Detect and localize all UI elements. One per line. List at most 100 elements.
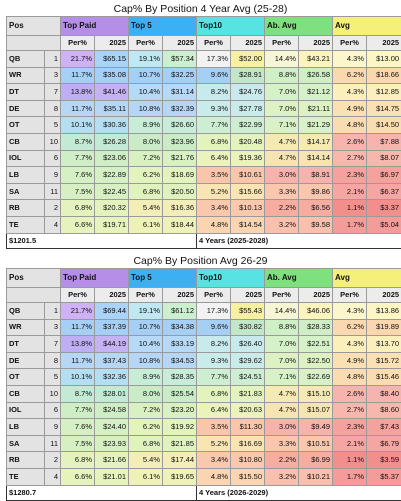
- percent-cell: 5.2%: [197, 183, 231, 200]
- percent-cell: 17.3%: [197, 51, 231, 68]
- percent-cell: 7.6%: [61, 167, 95, 184]
- percent-cell: 7.0%: [265, 84, 299, 101]
- amount-cell: $20.48: [231, 133, 265, 150]
- table-title: Cap% By Position Avg 26-29: [6, 254, 395, 268]
- percent-cell: 4.9%: [333, 352, 367, 369]
- percent-cell: 4.8%: [333, 369, 367, 386]
- per-header: Per%: [197, 288, 231, 303]
- percent-cell: 10.4%: [129, 84, 163, 101]
- percent-cell: 3.2%: [265, 216, 299, 233]
- position-cell: SA: [7, 435, 45, 452]
- percent-cell: 9.3%: [197, 100, 231, 117]
- amount-cell: $11.30: [231, 419, 265, 436]
- percent-cell: 7.0%: [265, 336, 299, 353]
- percent-cell: 7.7%: [61, 402, 95, 419]
- position-cell: QB: [7, 303, 45, 320]
- percent-cell: 5.4%: [129, 200, 163, 217]
- year-header: 2025: [231, 36, 265, 51]
- amount-cell: $8.07: [367, 150, 401, 167]
- rank-cell: 8: [45, 352, 61, 369]
- amount-cell: $19.65: [163, 468, 197, 485]
- amount-cell: $27.78: [231, 100, 265, 117]
- percent-cell: 7.1%: [265, 369, 299, 386]
- percent-cell: 8.8%: [265, 67, 299, 84]
- amount-cell: $13.00: [367, 51, 401, 68]
- percent-cell: 4.3%: [333, 303, 367, 320]
- amount-cell: $14.17: [299, 133, 333, 150]
- percent-cell: 8.7%: [61, 133, 95, 150]
- amount-cell: $3.37: [367, 200, 401, 217]
- percent-cell: 4.8%: [197, 216, 231, 233]
- amount-cell: $37.39: [95, 319, 129, 336]
- per-header: Per%: [265, 36, 299, 51]
- year-header: 2025: [367, 36, 401, 51]
- percent-cell: 14.4%: [265, 51, 299, 68]
- amount-cell: $57.34: [163, 51, 197, 68]
- position-cell: WR: [7, 319, 45, 336]
- amount-cell: $16.36: [163, 200, 197, 217]
- percent-cell: 6.6%: [61, 468, 95, 485]
- amount-cell: $22.45: [95, 183, 129, 200]
- percent-cell: 2.2%: [265, 452, 299, 469]
- rank-cell: 5: [45, 369, 61, 386]
- amount-cell: $10.51: [299, 435, 333, 452]
- percent-cell: 8.7%: [61, 385, 95, 402]
- amount-cell: $69.44: [95, 303, 129, 320]
- percent-cell: 6.2%: [333, 67, 367, 84]
- rank-cell: 4: [45, 468, 61, 485]
- percent-cell: 8.0%: [129, 133, 163, 150]
- amount-cell: $6.79: [367, 435, 401, 452]
- year-header: 2025: [163, 36, 197, 51]
- amount-cell: $26.60: [163, 117, 197, 134]
- position-cell: QB: [7, 51, 45, 68]
- percent-cell: 10.1%: [61, 369, 95, 386]
- percent-cell: 3.0%: [265, 167, 299, 184]
- group-header: Ab. Avg: [265, 269, 333, 288]
- percent-cell: 2.1%: [333, 435, 367, 452]
- percent-cell: 3.4%: [197, 200, 231, 217]
- amount-cell: $32.39: [163, 100, 197, 117]
- percent-cell: 19.1%: [129, 51, 163, 68]
- group-header: Top 5: [129, 269, 197, 288]
- position-cell: DT: [7, 336, 45, 353]
- amount-cell: $21.66: [95, 452, 129, 469]
- percent-cell: 4.3%: [333, 84, 367, 101]
- position-cell: DE: [7, 352, 45, 369]
- amount-cell: $34.38: [163, 319, 197, 336]
- rank-cell: 9: [45, 167, 61, 184]
- amount-cell: $14.14: [299, 150, 333, 167]
- amount-cell: $34.53: [163, 352, 197, 369]
- percent-cell: 4.9%: [333, 100, 367, 117]
- percent-cell: 9.6%: [197, 319, 231, 336]
- amount-cell: $16.69: [231, 435, 265, 452]
- amount-cell: $19.89: [367, 319, 401, 336]
- percent-cell: 6.8%: [129, 435, 163, 452]
- position-cell: LB: [7, 419, 45, 436]
- percent-cell: 2.7%: [333, 402, 367, 419]
- amount-cell: $41.46: [95, 84, 129, 101]
- amount-cell: $26.28: [95, 133, 129, 150]
- amount-cell: $15.66: [231, 183, 265, 200]
- percent-cell: 8.2%: [197, 84, 231, 101]
- percent-cell: 7.7%: [197, 369, 231, 386]
- group-header: Top 5: [129, 17, 197, 36]
- percent-cell: 3.5%: [197, 419, 231, 436]
- rank-cell: 10: [45, 133, 61, 150]
- percent-cell: 6.8%: [61, 452, 95, 469]
- percent-cell: 6.1%: [129, 468, 163, 485]
- amount-cell: $8.40: [367, 385, 401, 402]
- percent-cell: 9.3%: [197, 352, 231, 369]
- year-header: 2025: [95, 288, 129, 303]
